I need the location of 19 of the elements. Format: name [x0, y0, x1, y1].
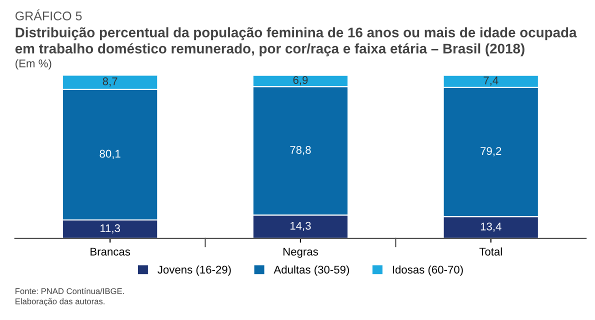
data-label: 79,2 — [480, 147, 502, 156]
legend-label: Idosas (60-70) — [392, 265, 463, 276]
data-label: 13,4 — [480, 222, 502, 232]
data-label: 8,7 — [102, 77, 118, 87]
text: (Em %) — [16, 59, 52, 70]
x-tick-label: Total — [479, 247, 502, 256]
chart-title: GRÁFICO 5 — [16, 9, 82, 20]
source-note: Fonte: PNAD Contínua/IBGE. Elaboração das autoras. — [16, 288, 124, 306]
legend-label: Jovens (16-29) — [158, 265, 231, 276]
data-label: 80,1 — [100, 150, 120, 159]
data-label: 11,3 — [100, 224, 120, 234]
data-label: 78,8 — [290, 146, 311, 156]
legend-label: Adultas (30-59) — [274, 265, 350, 276]
x-tick-label: Negras — [283, 248, 318, 258]
x-tick-label: Brancas — [90, 248, 130, 256]
data-label: 14,3 — [290, 222, 311, 232]
chart-subtitle: Distribuição percentual da população feminina de 16 anos ou mais de idade ocupada em trabalho doméstico remunerado, por cor/raça e faixa etária – Brasil (2018) — [15, 27, 577, 56]
data-label: 6,9 — [293, 76, 308, 86]
data-label: 7,4 — [484, 76, 498, 86]
